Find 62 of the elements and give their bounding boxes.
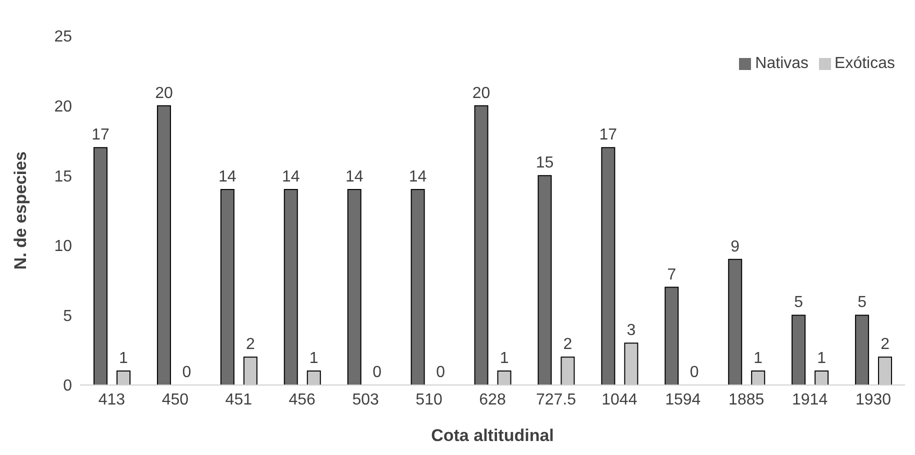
data-label: 5 [794,294,804,312]
legend-label: Exóticas [834,55,895,72]
y-tick-label: 25 [54,28,72,46]
data-label: 0 [436,364,446,381]
data-label: 2 [563,336,572,354]
x-tick-label: 1044 [602,391,638,408]
data-label: 17 [599,126,618,144]
data-label: 0 [690,364,699,381]
data-label: 0 [372,364,382,381]
y-axis-title: N. de especies [11,151,30,270]
data-label: 14 [218,168,236,186]
x-tick-label: 727.5 [536,391,576,408]
bar [284,189,298,385]
x-tick-label: 1930 [855,391,892,408]
data-label: 3 [626,322,636,340]
bar [220,189,234,385]
y-tick-label: 0 [63,378,72,395]
bar [538,175,552,385]
bar [474,105,488,385]
data-label: 1 [754,350,763,368]
bar [347,189,362,385]
data-label: 14 [345,168,364,186]
data-label: 9 [730,238,740,256]
x-tick-label: 1594 [665,391,701,408]
data-label: 2 [246,336,255,354]
data-label: 17 [92,126,110,144]
bar [94,147,108,385]
data-label: 2 [880,336,890,354]
data-label: 1 [817,350,826,368]
bar [156,105,171,385]
x-tick-label: 510 [416,391,442,408]
x-tick-label: 1885 [728,391,764,408]
data-label: 15 [536,154,554,172]
bar [410,189,425,385]
data-label: 7 [667,266,676,284]
x-tick-label: 456 [288,391,316,408]
data-label: 5 [858,294,867,312]
data-label: 20 [155,84,173,102]
y-tick-label: 15 [54,168,72,186]
y-tick-label: 10 [54,238,72,256]
x-tick-label: 450 [162,391,189,408]
data-label: 14 [282,168,300,186]
y-tick-label: 5 [63,308,72,325]
data-label: 0 [182,364,192,381]
data-label: 20 [472,84,490,102]
x-tick-label: 503 [352,391,380,408]
bar [728,258,742,385]
bar [664,286,679,385]
x-tick-label: 1914 [792,391,828,408]
data-label: 14 [408,168,427,186]
x-axis-title: Cota altitudinal [431,426,554,445]
data-label: 1 [500,350,509,368]
data-label: 1 [309,350,318,368]
legend-label: Nativas [755,55,809,72]
x-tick-label: 413 [98,391,126,408]
bar [601,147,616,385]
bar [855,314,870,385]
bar [792,314,806,385]
x-tick-label: 451 [225,391,252,408]
data-label: 1 [119,350,128,368]
y-tick-label: 20 [54,98,72,116]
x-tick-label: 628 [479,391,506,408]
